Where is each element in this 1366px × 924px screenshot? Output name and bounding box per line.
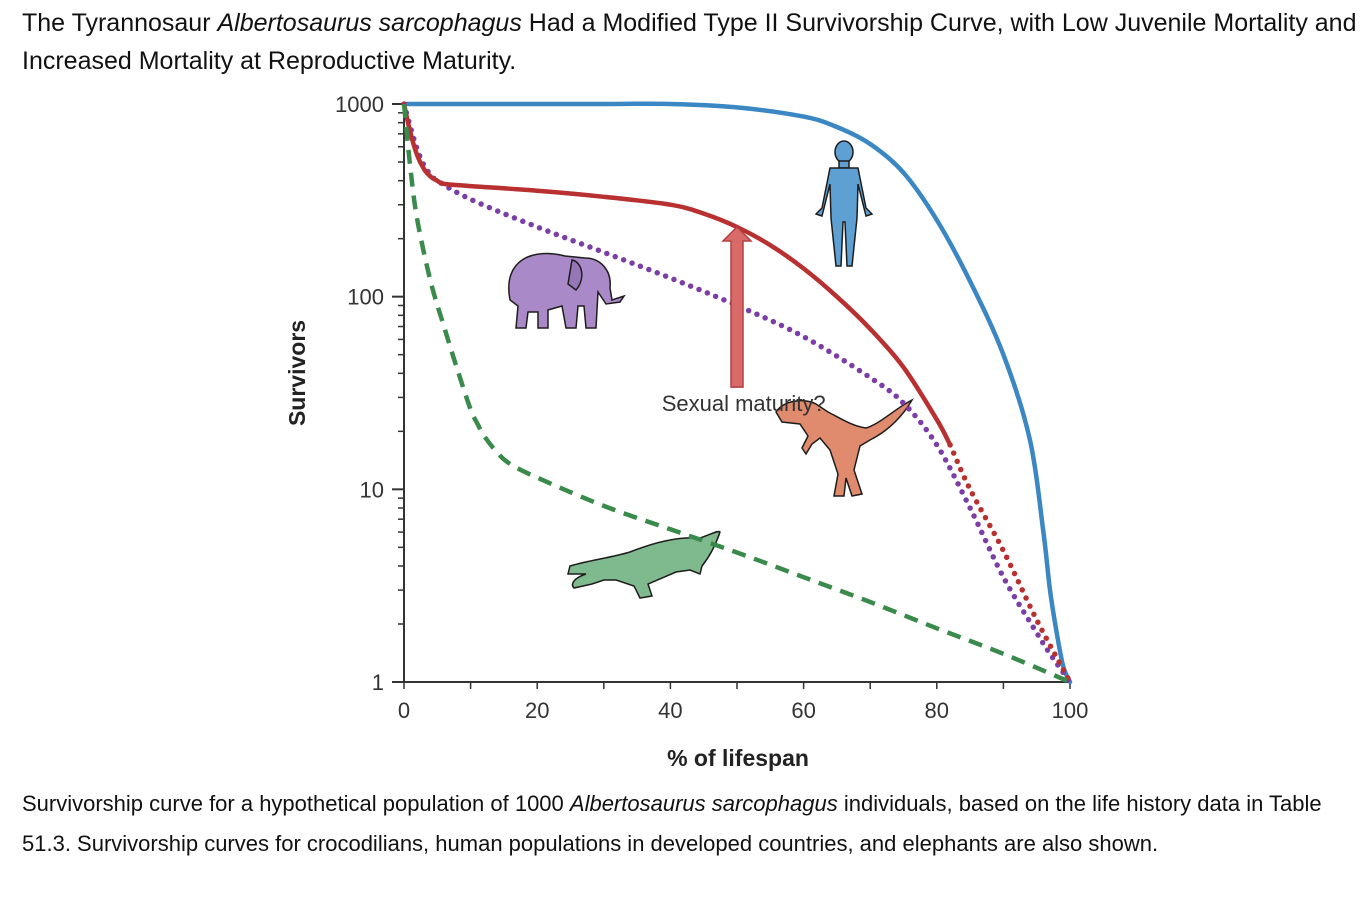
caption-text-start: Survivorship curve for a hypothetical po… — [22, 791, 570, 816]
x-tick-label: 60 — [791, 698, 815, 723]
y-tick-label: 1000 — [335, 92, 384, 117]
caption-text-end: individuals, based on the life history d… — [22, 791, 1322, 856]
human-silhouette-icon — [814, 140, 874, 267]
crocodilian-curve — [401, 103, 1071, 685]
sexual-maturity-arrow-icon — [721, 225, 753, 388]
y-tick-label: 10 — [360, 477, 384, 502]
albertosaurus-silhouette-icon — [775, 398, 914, 497]
x-tick-label: 0 — [398, 698, 410, 723]
chart-axes: 1 10 100 1000 0 20 40 60 80 100 — [335, 92, 1088, 723]
figure-caption: Survivorship curve for a hypothetical po… — [22, 784, 1342, 864]
y-axis-title: Survivors — [284, 320, 310, 426]
page-title: The Tyrannosaur Albertosaurus sarcophagu… — [22, 4, 1358, 80]
x-axis-ticks: 0 20 40 60 80 100 — [398, 682, 1088, 723]
crocodile-silhouette-icon — [567, 530, 721, 599]
x-tick-label: 40 — [658, 698, 682, 723]
x-axis-title: % of lifespan — [667, 745, 809, 771]
title-text-start: The Tyrannosaur — [22, 9, 218, 37]
y-axis-major-ticks: 1 10 100 1000 — [335, 92, 404, 695]
survivorship-curves — [401, 101, 1073, 685]
sexual-maturity-label: Sexual maturity? — [662, 391, 826, 416]
y-tick-label: 1 — [372, 670, 384, 695]
y-axis-minor-ticks — [398, 112, 404, 625]
title-text-end: Had a Modified Type II Survivorship Curv… — [22, 9, 1357, 75]
human-curve — [401, 101, 1073, 685]
x-tick-label: 80 — [925, 698, 949, 723]
x-tick-label: 20 — [525, 698, 549, 723]
species-illustrations — [508, 140, 914, 599]
sexual-maturity-annotation: Sexual maturity? — [662, 225, 826, 416]
caption-species-name: Albertosaurus sarcophagus — [569, 791, 838, 816]
y-tick-label: 100 — [347, 285, 384, 310]
title-species-name: Albertosaurus sarcophagus — [217, 9, 522, 37]
albertosaurus-curve — [401, 101, 953, 448]
elephant-silhouette-icon — [508, 252, 626, 329]
albertosaurus-projected-curve — [947, 442, 1073, 685]
x-tick-label: 100 — [1052, 698, 1089, 723]
